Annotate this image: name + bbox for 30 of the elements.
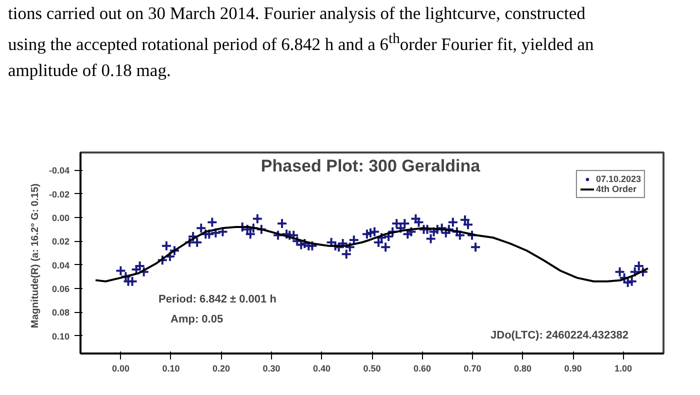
legend-label: 4th Order <box>596 184 636 194</box>
x-tick-label: 0.90 <box>564 364 582 374</box>
y-tick-label: 0.00 <box>52 213 70 224</box>
x-tick-label: 0.80 <box>514 364 532 374</box>
annotation: Amp: 0.05 <box>170 314 224 326</box>
annotation: Period: 6.842 ± 0.001 h <box>158 294 277 306</box>
x-tick-label: 0.30 <box>262 364 280 374</box>
x-tick-label: 0.40 <box>312 364 331 374</box>
text: using the accepted rotational period of 6.842 h and a 6$^{th}$order Fourier fit, yielded an <box>8 31 594 54</box>
y-tick-label: 0.02 <box>52 236 70 247</box>
legend-label: 07.10.2023 <box>596 174 641 184</box>
x-tick-label: 1.00 <box>614 364 632 374</box>
y-tick-label: 0.08 <box>52 308 70 318</box>
y-tick-label: 0.10 <box>52 331 70 342</box>
y-tick-label: -0.04 <box>48 166 70 176</box>
text: amplitude of 0.18 mag. <box>8 60 171 80</box>
annotation: JDo(LTC): 2460224.432382 <box>490 330 629 342</box>
x-tick-label: 0.60 <box>414 364 432 374</box>
x-tick-label: 0.50 <box>363 364 381 374</box>
x-tick-label: 0.70 <box>464 364 482 374</box>
text: tions carried out on 30 March 2014. Fourier analysis of the lightcurve, constructed <box>8 3 586 23</box>
y-tick-label: 0.04 <box>52 260 70 270</box>
x-tick-label: 0.00 <box>112 364 130 374</box>
x-tick-label: 0.10 <box>162 364 180 374</box>
chart-title: Phased Plot: 300 Geraldina <box>260 156 481 176</box>
y-tick-label: -0.02 <box>48 189 70 200</box>
y-axis-title: Magnitude(R) (a: 16.2° G: 0.15) <box>30 183 41 328</box>
y-tick-label: 0.06 <box>52 284 70 294</box>
x-tick-label: 0.20 <box>212 364 230 374</box>
line-series <box>94 226 649 282</box>
